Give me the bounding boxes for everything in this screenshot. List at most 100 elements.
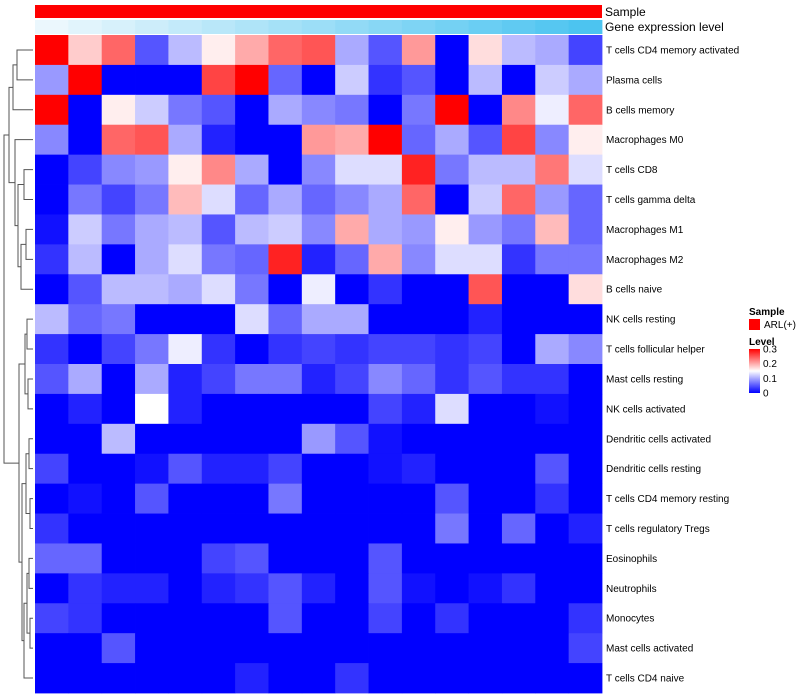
heatmap-cell (501, 124, 536, 156)
heatmap-cell (201, 94, 236, 126)
heatmap-cell (401, 573, 436, 604)
heatmap-cell (335, 603, 369, 634)
sample-annotation-label: Sample (605, 5, 646, 19)
heatmap-cell (135, 573, 169, 604)
heatmap-cell (401, 334, 436, 365)
heatmap-cell (168, 274, 203, 305)
heatmap-cell (435, 184, 469, 215)
legend-level-tick-label: 0.2 (763, 359, 777, 370)
heatmap-cell (168, 663, 203, 694)
heatmap-cell (435, 364, 469, 395)
heatmap-cell (268, 663, 303, 694)
expression-annotation-cell (35, 20, 69, 34)
heatmap-cell (268, 304, 303, 335)
heatmap-cell (568, 244, 603, 275)
heatmap-cell (301, 184, 336, 215)
heatmap-cell (35, 513, 69, 544)
heatmap-cell (401, 184, 436, 215)
heatmap-cell (568, 304, 603, 335)
heatmap-cell (501, 35, 536, 66)
heatmap-cell (168, 453, 203, 485)
heatmap-cell (368, 603, 403, 634)
heatmap-cell (535, 334, 570, 365)
heatmap-cell (135, 633, 169, 664)
heatmap-cell (401, 274, 436, 305)
heatmap-cell (468, 244, 503, 275)
expression-annotation-cell (501, 20, 536, 34)
heatmap-cell (568, 64, 603, 96)
heatmap-cell (201, 513, 236, 544)
heatmap-cell (68, 603, 103, 634)
heatmap-cell (535, 64, 570, 96)
heatmap-cell (68, 513, 103, 544)
heatmap-cell (235, 364, 269, 395)
heatmap-cell (368, 393, 403, 425)
heatmap-cell (368, 124, 403, 156)
heatmap-cell (201, 154, 236, 185)
heatmap-cell (535, 483, 570, 514)
heatmap-cell (568, 334, 603, 365)
heatmap-cell (35, 35, 69, 66)
heatmap-cell (101, 244, 136, 275)
heatmap-cell (301, 513, 336, 544)
heatmap-cell (335, 513, 369, 544)
heatmap-cell (68, 184, 103, 215)
heatmap-cell (501, 274, 536, 305)
dendrogram-branch (27, 378, 33, 410)
heatmap-cell (368, 94, 403, 126)
heatmap-cell (368, 663, 403, 694)
heatmap-cell (501, 244, 536, 275)
heatmap-cell (68, 423, 103, 455)
heatmap-cell (335, 184, 369, 215)
heatmap-cell (135, 35, 169, 66)
heatmap-cell (568, 423, 603, 455)
heatmap-cell (301, 244, 336, 275)
heatmap-cell (401, 154, 436, 185)
heatmap-cell (168, 633, 203, 664)
expression-annotation-cell (335, 20, 369, 34)
heatmap-cell (368, 154, 403, 185)
heatmap-cell (535, 184, 570, 215)
heatmap-cell (235, 483, 269, 514)
heatmap-cell (301, 573, 336, 604)
heatmap-cells (35, 35, 603, 694)
heatmap-cell (235, 244, 269, 275)
heatmap-cell (35, 154, 69, 185)
heatmap-cell (235, 543, 269, 574)
heatmap-cell (235, 453, 269, 485)
legend-level-tick-label: 0.3 (763, 345, 777, 356)
heatmap-cell (535, 453, 570, 485)
heatmap-cell (101, 543, 136, 574)
row-label: T cells regulatory Tregs (606, 524, 710, 535)
expression-annotation-cell (268, 20, 303, 34)
heatmap-cell (235, 423, 269, 455)
heatmap-cell (201, 334, 236, 365)
heatmap-cell (401, 603, 436, 634)
heatmap-cell (501, 214, 536, 245)
heatmap-cell (335, 124, 369, 156)
heatmap-cell (468, 334, 503, 365)
expression-annotation-cell (135, 20, 169, 34)
heatmap-cell (468, 154, 503, 185)
heatmap-cell (35, 543, 69, 574)
heatmap-cell (68, 274, 103, 305)
row-label: T cells gamma delta (606, 195, 696, 206)
heatmap-cell (568, 633, 603, 664)
row-label: Dendritic cells resting (606, 464, 701, 475)
heatmap-cell (201, 364, 236, 395)
heatmap-cell (535, 94, 570, 126)
heatmap-cell (201, 393, 236, 425)
heatmap-cell (368, 423, 403, 455)
heatmap-cell (468, 94, 503, 126)
heatmap-cell (168, 64, 203, 96)
heatmap-cell (101, 663, 136, 694)
heatmap-cell (168, 393, 203, 425)
heatmap-cell (235, 64, 269, 96)
heatmap-cell (101, 334, 136, 365)
heatmap-cell (235, 274, 269, 305)
heatmap-cell (435, 573, 469, 604)
heatmap-cell (501, 633, 536, 664)
heatmap-cell (368, 64, 403, 96)
heatmap-cell (401, 663, 436, 694)
heatmap-cell (501, 393, 536, 425)
